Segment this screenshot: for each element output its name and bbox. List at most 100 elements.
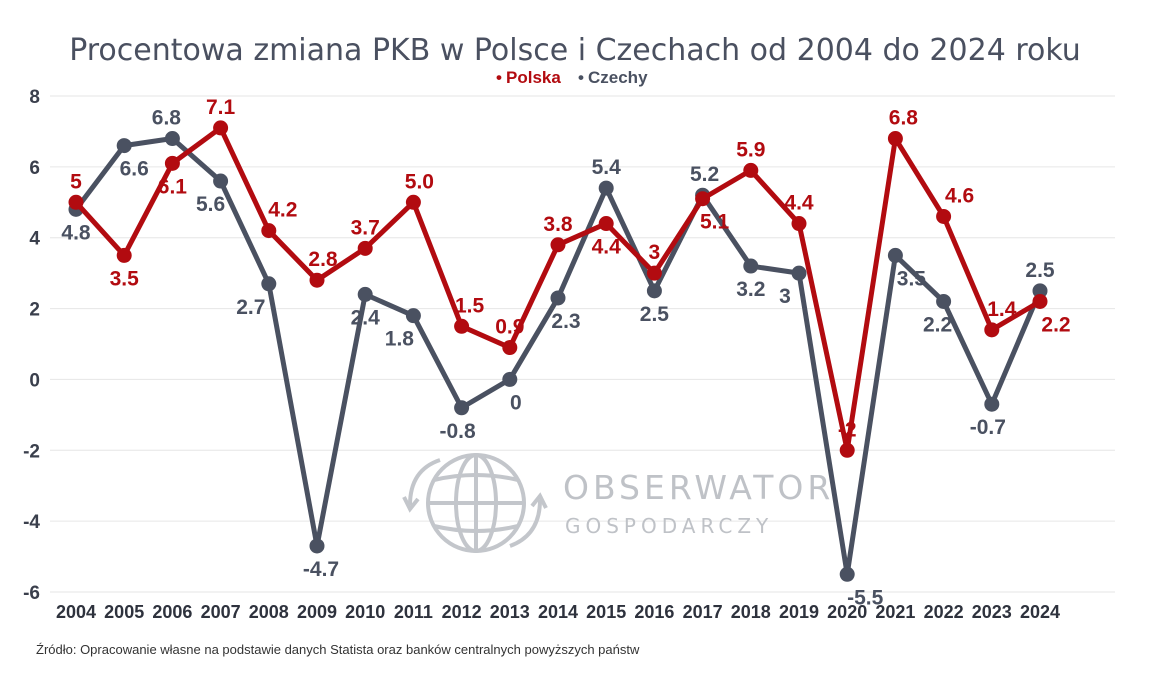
point-polska <box>68 194 84 210</box>
point-polska <box>791 216 807 232</box>
point-czechy <box>839 566 855 582</box>
y-axis: 8 6 4 2 0 -2 -4 -6 <box>23 87 40 604</box>
data-label-czechy: 3 <box>779 285 791 308</box>
x-tick-label: 2004 <box>56 602 96 622</box>
data-label-polska: 3 <box>649 241 661 264</box>
data-label-czechy: 2.4 <box>351 306 381 329</box>
data-label-czechy: -5.5 <box>847 586 884 609</box>
data-label-czechy: 2.5 <box>640 303 670 326</box>
point-czechy <box>116 138 132 154</box>
data-label-czechy: -4.7 <box>303 558 339 581</box>
x-tick-label: 2023 <box>972 602 1012 622</box>
point-czechy <box>261 276 277 292</box>
x-tick-label: 2007 <box>201 602 241 622</box>
data-label-czechy: 5.6 <box>196 193 225 216</box>
watermark-subtitle: GOSPODARCZY <box>565 514 773 538</box>
data-label-czechy: -0.7 <box>970 416 1006 439</box>
point-polska <box>550 237 566 253</box>
y-tick-label: 0 <box>29 370 40 391</box>
point-polska <box>646 265 662 281</box>
point-polska <box>164 155 180 171</box>
data-label-polska: 1.4 <box>987 298 1017 321</box>
x-tick-label: 2017 <box>683 602 723 622</box>
data-label-polska: 3.7 <box>351 216 380 239</box>
legend-polska-bullet: • <box>496 68 502 87</box>
data-label-czechy: 3.2 <box>736 278 765 301</box>
data-label-polska: 3.5 <box>110 267 140 290</box>
data-label-czechy: 2.3 <box>551 310 580 333</box>
series-polska <box>68 120 1048 458</box>
data-labels: 4.8 6.6 6.8 5.6 2.7 -4.7 2.41.8 -0.8 0 2.3 5.4 2.5 5… <box>61 96 1070 609</box>
y-tick-label: -6 <box>23 583 40 604</box>
y-tick-label: 4 <box>29 229 40 250</box>
data-label-polska: 4.6 <box>945 184 974 207</box>
x-tick-label: 2018 <box>731 602 771 622</box>
point-czechy <box>936 293 952 309</box>
data-label-polska: 2.8 <box>308 248 338 271</box>
legend: • Polska • Czechy <box>496 68 648 87</box>
chart-title: Procentowa zmiana PKB w Polsce i Czechac… <box>69 33 1081 68</box>
point-polska <box>1032 293 1048 309</box>
x-tick-label: 2009 <box>297 602 337 622</box>
point-czechy <box>309 538 325 554</box>
y-tick-label: 8 <box>29 87 40 108</box>
data-label-polska: 3.8 <box>543 213 573 236</box>
watermark-title: OBSERWATOR <box>563 468 834 507</box>
data-label-polska: 6.1 <box>158 175 188 198</box>
x-tick-label: 2024 <box>1020 602 1060 622</box>
x-tick-label: 2011 <box>394 602 433 622</box>
x-tick-label: 2021 <box>875 602 915 622</box>
data-label-czechy: -0.8 <box>440 420 477 443</box>
point-czechy <box>502 371 518 387</box>
x-tick-label: 2010 <box>345 602 385 622</box>
source-note: Źródło: Opracowanie własne na podstawie … <box>36 642 640 657</box>
data-label-polska: 2.2 <box>1041 313 1070 336</box>
data-label-polska: 4.4 <box>784 192 814 215</box>
point-czechy <box>164 131 180 147</box>
x-tick-label: 2014 <box>538 602 578 622</box>
x-tick-label: 2019 <box>779 602 819 622</box>
data-label-czechy: 6.8 <box>152 107 182 130</box>
globe-with-arrows-icon <box>402 453 548 553</box>
legend-czechy-bullet: • <box>578 68 584 87</box>
data-label-czechy: 6.6 <box>120 158 149 181</box>
point-polska <box>887 131 903 147</box>
y-tick-label: 2 <box>29 300 40 321</box>
data-label-czechy: 1.8 <box>385 328 415 351</box>
x-tick-label: 2005 <box>104 602 144 622</box>
y-tick-label: 6 <box>29 158 40 179</box>
x-tick-label: 2020 <box>827 602 867 622</box>
data-label-polska: 6.8 <box>889 107 919 130</box>
data-label-czechy: 2.7 <box>236 296 265 319</box>
point-polska <box>598 216 614 232</box>
point-polska <box>695 191 711 207</box>
y-tick-label: -4 <box>23 512 40 533</box>
watermark: OBSERWATOR GOSPODARCZY <box>402 453 834 553</box>
data-label-czechy: 2.5 <box>1025 259 1055 282</box>
legend-czechy: Czechy <box>588 68 648 87</box>
x-tick-label: 2022 <box>924 602 964 622</box>
x-tick-label: 2015 <box>586 602 626 622</box>
data-label-czechy: 5.2 <box>690 163 719 186</box>
data-label-polska: 0.9 <box>495 316 524 339</box>
data-label-czechy: 2.2 <box>923 313 952 336</box>
point-czechy <box>791 265 807 281</box>
point-czechy <box>357 286 373 302</box>
point-czechy <box>1032 283 1048 299</box>
data-label-polska: 5.1 <box>700 211 730 234</box>
data-label-czechy: 3.5 <box>897 267 927 290</box>
data-label-polska: 5 <box>70 170 82 193</box>
point-czechy <box>743 258 759 274</box>
x-tick-label: 2013 <box>490 602 530 622</box>
point-czechy <box>598 180 614 196</box>
data-label-polska: 1.5 <box>455 294 485 317</box>
point-polska <box>309 272 325 288</box>
point-polska <box>984 322 1000 338</box>
data-label-czechy: 0 <box>510 391 522 414</box>
point-czechy <box>887 247 903 263</box>
data-label-polska: 4.4 <box>592 236 622 259</box>
point-czechy <box>550 290 566 306</box>
data-label-czechy: 4.8 <box>61 221 91 244</box>
point-polska <box>502 340 518 356</box>
